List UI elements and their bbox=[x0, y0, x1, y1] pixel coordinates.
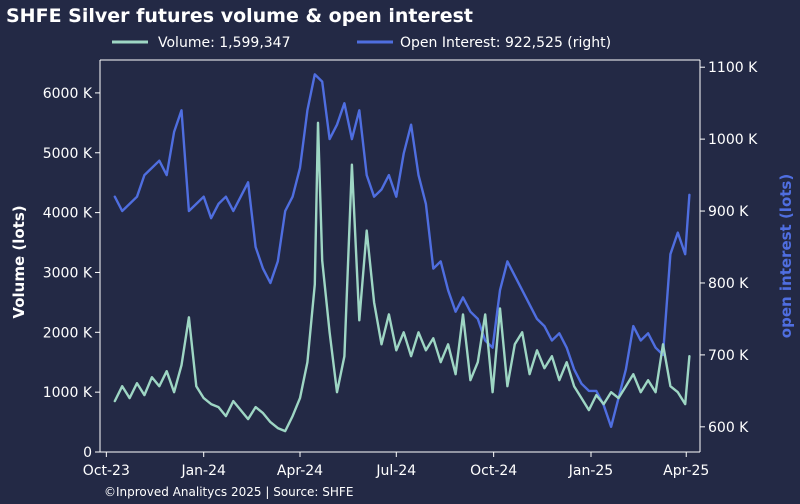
x-tick-label: Oct-23 bbox=[83, 463, 130, 479]
y-tick-label-right: 900 K bbox=[708, 204, 749, 220]
y-tick-label-right: 1000 K bbox=[708, 132, 758, 148]
y-tick-label-left: 1000 K bbox=[43, 385, 93, 401]
y-tick-label-left: 0 bbox=[83, 445, 92, 461]
series-line-volume bbox=[113, 121, 691, 433]
y-axis-label-left: Volume (lots) bbox=[10, 205, 28, 318]
y-axis-label-right: open interest (lots) bbox=[777, 174, 795, 338]
y-tick-label-left: 4000 K bbox=[43, 206, 93, 222]
y-tick-label-right: 1100 K bbox=[708, 60, 758, 76]
x-tick-label: Jul-24 bbox=[375, 463, 416, 479]
y-tick-label-right: 600 K bbox=[708, 420, 749, 436]
x-tick-label: Oct-24 bbox=[470, 463, 517, 479]
x-tick-label: Jan-24 bbox=[180, 463, 226, 479]
series-line-open-interest bbox=[113, 73, 691, 428]
y-tick-label-right: 800 K bbox=[708, 276, 749, 292]
legend-label-volume: Volume: 1,599,347 bbox=[158, 35, 291, 51]
x-tick-label: Jan-25 bbox=[568, 463, 613, 479]
y-tick-label-right: 700 K bbox=[708, 348, 749, 364]
y-tick-label-left: 2000 K bbox=[43, 325, 93, 341]
legend: Volume: 1,599,347 Open Interest: 922,525… bbox=[112, 35, 611, 51]
axes: 0 1000 K 2000 K 3000 K 4000 K 5000 K 6000 K 600… bbox=[43, 59, 758, 479]
x-tick-label: Apr-25 bbox=[663, 463, 709, 479]
y-tick-label-left: 5000 K bbox=[43, 146, 93, 162]
legend-label-open-interest: Open Interest: 922,525 (right) bbox=[400, 35, 611, 51]
chart-title: SHFE Silver futures volume & open intere… bbox=[6, 5, 473, 27]
footer-source: ©Inproved Analitycs 2025 | Source: SHFE bbox=[104, 485, 353, 499]
series-group bbox=[113, 73, 691, 433]
x-tick-label: Apr-24 bbox=[277, 463, 323, 479]
y-tick-label-left: 3000 K bbox=[43, 265, 93, 281]
y-tick-label-left: 6000 K bbox=[43, 86, 93, 102]
